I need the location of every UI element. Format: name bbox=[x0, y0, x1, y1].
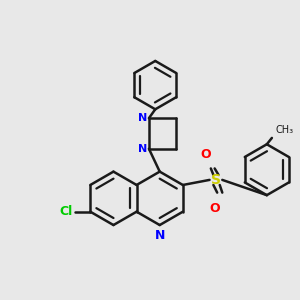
Text: S: S bbox=[211, 173, 221, 187]
Text: O: O bbox=[209, 202, 220, 214]
Text: N: N bbox=[138, 144, 148, 154]
Text: CH₃: CH₃ bbox=[276, 125, 294, 135]
Text: O: O bbox=[200, 148, 211, 161]
Text: Cl: Cl bbox=[59, 205, 73, 218]
Text: N: N bbox=[154, 229, 165, 242]
Text: N: N bbox=[138, 113, 148, 123]
